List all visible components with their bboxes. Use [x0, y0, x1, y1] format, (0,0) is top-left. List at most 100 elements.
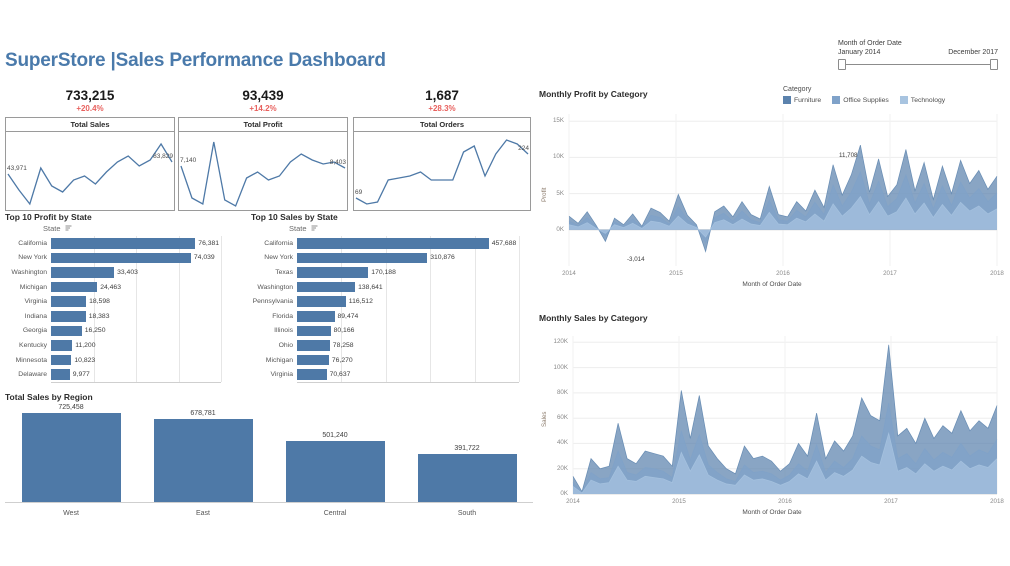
region-title: Total Sales by Region: [5, 392, 93, 402]
bar-row[interactable]: Illinois 80,166: [251, 324, 533, 339]
bar-category-label: Virginia: [24, 298, 47, 306]
bar[interactable]: [51, 252, 191, 264]
bar[interactable]: [297, 340, 330, 351]
bar[interactable]: [297, 296, 346, 307]
bar-row[interactable]: New York 310,876: [251, 251, 533, 266]
bar[interactable]: [297, 354, 329, 366]
bar-axis-line: [297, 381, 519, 383]
region-column[interactable]: 678,781: [153, 404, 253, 502]
top-10-sales-by-state-chart[interactable]: State California 457,688 New York 310,876 Te…: [251, 224, 533, 383]
total-sales-by-region-chart[interactable]: 725,458 678,781 501,240 391,722 West East Cen…: [5, 404, 533, 526]
legend-item-technology[interactable]: Technology: [899, 96, 945, 104]
top-10-profit-by-state-chart[interactable]: State California 76,381 New York 74,039 Wash…: [5, 224, 237, 383]
legend-item-office-supplies[interactable]: Office Supplies: [832, 96, 889, 104]
bar-row[interactable]: New York 74,039: [5, 251, 237, 266]
category-legend[interactable]: Category Furniture Office Supplies Technol…: [783, 86, 945, 104]
bar[interactable]: [297, 369, 327, 380]
bar-row[interactable]: Michigan 24,463: [5, 280, 237, 295]
monthly-profit-by-category-chart[interactable]: 0K 5K 10K 15K 2014 2015 2016 2017 2018 Profit Mont…: [539, 104, 1005, 304]
bar-value-label: 457,688: [491, 239, 517, 247]
bar-row[interactable]: Indiana 18,383: [5, 309, 237, 324]
bar[interactable]: [51, 267, 115, 278]
bar[interactable]: [297, 281, 356, 293]
bar[interactable]: [51, 296, 87, 307]
slider-handle-right[interactable]: [990, 59, 998, 70]
kpi-start-label-total-orders: 69: [355, 189, 363, 196]
bar-row[interactable]: Kentucky 11,200: [5, 338, 237, 353]
kpi-caption-total-sales: Total Sales: [6, 118, 174, 132]
bar[interactable]: [51, 311, 86, 322]
bar[interactable]: [297, 252, 428, 264]
bar-row[interactable]: Virginia 70,637: [251, 367, 533, 382]
monthly-sales-by-category-chart[interactable]: 0K 20K 40K 60K 80K 100K 120K 2014 2015 2016 2017 20…: [539, 326, 1005, 534]
bar-row[interactable]: California 76,381: [5, 236, 237, 251]
bar-category-label: Minnesota: [15, 356, 47, 364]
bar-row[interactable]: Georgia 16,250: [5, 324, 237, 339]
region-column[interactable]: 501,240: [285, 404, 385, 502]
bar[interactable]: [297, 311, 335, 322]
bar-row[interactable]: California 457,688: [251, 236, 533, 251]
slider-track[interactable]: [844, 64, 992, 65]
bar-row[interactable]: Delaware 9,977: [5, 367, 237, 382]
bar-value-label: 10,823: [74, 356, 96, 364]
region-column[interactable]: 391,722: [417, 404, 517, 502]
bar[interactable]: [51, 340, 73, 351]
sort-descending-icon[interactable]: [65, 225, 72, 234]
kpi-value-total-sales: 733,215: [65, 88, 115, 103]
page-title: SuperStore |Sales Performance Dashboard: [5, 50, 386, 71]
y-tick-label: 80K: [556, 388, 568, 396]
bar-track: 76,381: [51, 236, 237, 251]
bar-row[interactable]: Minnesota 10,823: [5, 353, 237, 368]
date-filter[interactable]: Month of Order Date January 2014 Decembe…: [838, 40, 998, 70]
slider-handle-left[interactable]: [838, 59, 846, 70]
bar-row[interactable]: Florida 89,474: [251, 309, 533, 324]
bar-row[interactable]: Washington 138,641: [251, 280, 533, 295]
date-range-slider[interactable]: [838, 59, 998, 70]
y-axis-label: Profit: [541, 187, 548, 202]
legend-item-furniture[interactable]: Furniture: [783, 96, 821, 104]
bar-row[interactable]: Virginia 18,598: [5, 294, 237, 309]
bar[interactable]: [297, 325, 331, 337]
kpi-card-total-profit[interactable]: 93,439 +14.2% Total Profit 7,140 8,403: [178, 88, 348, 211]
kpi-card-total-sales[interactable]: 733,215 +20.4% Total Sales 43,971 83,829: [5, 88, 175, 211]
bar[interactable]: [297, 238, 489, 249]
data-annotation: -3,014: [627, 256, 645, 263]
bar[interactable]: [51, 325, 82, 337]
bar-row[interactable]: Ohio 78,258: [251, 338, 533, 353]
bar-category-label: Georgia: [22, 327, 47, 335]
date-filter-max-label: December 2017: [948, 49, 998, 56]
x-tick-label: 2017: [884, 498, 898, 505]
date-filter-min-label: January 2014: [838, 49, 881, 56]
region-bar[interactable]: [417, 454, 517, 502]
bar-axis-line: [51, 381, 221, 383]
kpi-card-total-orders[interactable]: 1,687 +28.3% Total Orders 69 224: [353, 88, 531, 211]
sort-descending-icon[interactable]: [311, 225, 318, 234]
bar[interactable]: [51, 238, 196, 249]
region-value-label: 725,458: [58, 404, 84, 412]
bar-row[interactable]: Michigan 76,270: [251, 353, 533, 368]
bar[interactable]: [297, 267, 369, 278]
kpi-value-total-orders: 1,687: [425, 88, 459, 103]
bar-category-label: Washington: [257, 283, 293, 291]
bar-row[interactable]: Texas 170,188: [251, 265, 533, 280]
bar-row[interactable]: Washington 33,403: [5, 265, 237, 280]
bar[interactable]: [51, 281, 98, 293]
bar-value-label: 76,381: [198, 239, 220, 247]
region-bar[interactable]: [21, 413, 121, 502]
legend-title: Category: [783, 86, 812, 93]
kpi-end-label-total-orders: 224: [518, 145, 529, 152]
bar-track: 24,463: [51, 280, 237, 295]
sales-state-column-header[interactable]: State: [289, 224, 533, 234]
bar-track: 457,688: [297, 236, 533, 251]
bar[interactable]: [51, 354, 72, 366]
region-bar[interactable]: [285, 440, 385, 502]
region-column[interactable]: 725,458: [21, 404, 121, 502]
profit-state-column-header[interactable]: State: [43, 224, 237, 234]
x-tick-label: 2018: [990, 498, 1004, 505]
region-bar[interactable]: [153, 418, 253, 502]
data-annotation: 11,708: [839, 152, 858, 159]
bar[interactable]: [51, 369, 70, 380]
region-value-label: 501,240: [322, 431, 348, 439]
bar-row[interactable]: Pennsylvania 116,512: [251, 294, 533, 309]
